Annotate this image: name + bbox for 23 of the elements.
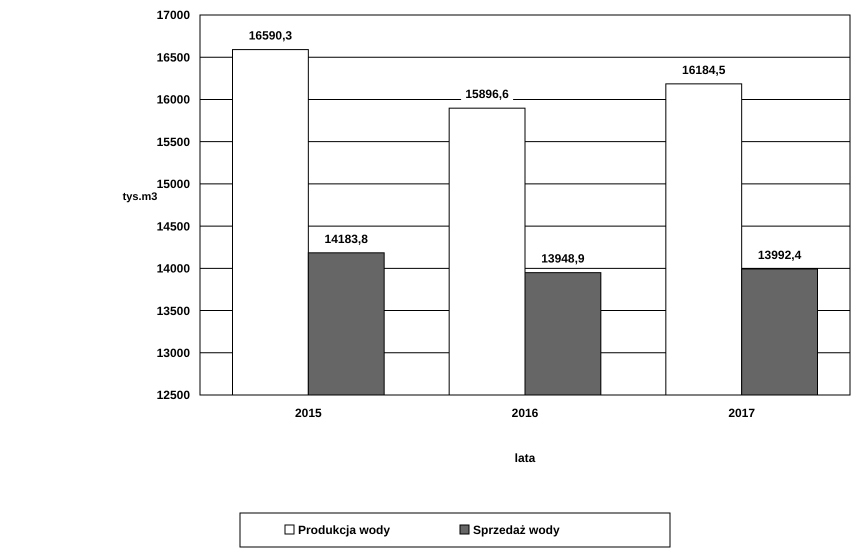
y-axis-title: tys.m3 [122,191,158,203]
data-label: 14183,8 [324,232,368,246]
data-label: 16590,3 [248,28,292,43]
y-tick-label: 15000 [156,177,190,192]
y-tick-label: 15500 [156,134,190,149]
x-tick-label: 2015 [294,406,322,420]
y-tick-label: 12500 [156,388,190,402]
legend-label: Sprzedaż wody [473,523,560,538]
y-tick-label: 13500 [156,304,190,318]
y-tick-label: 14500 [156,219,190,234]
x-axis-title: lata [514,451,536,465]
legend-label: Produkcja wody [298,523,390,538]
y-tick-label: 17000 [156,8,190,22]
data-label: 16184,5 [682,62,726,77]
data-label: 13992,4 [758,248,802,262]
y-tick-label: 13000 [156,346,190,360]
x-tick-label: 2017 [728,406,756,420]
y-tick-label: 16000 [156,92,190,107]
y-tick-label: 16500 [156,50,190,64]
data-label: 15896,6 [465,87,510,102]
y-tick-label: 14000 [156,262,190,276]
data-label: 13948,9 [541,252,585,266]
x-tick-label: 2016 [512,406,539,420]
